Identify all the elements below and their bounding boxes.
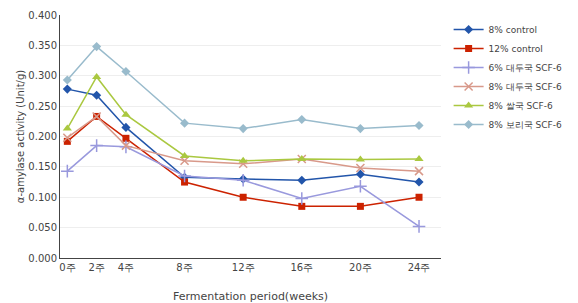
svg-text:2주: 2주 — [88, 262, 104, 273]
svg-text:0.350: 0.350 — [28, 40, 57, 51]
svg-text:0.300: 0.300 — [28, 70, 57, 81]
svg-text:8% 쌀국 SCF-6: 8% 쌀국 SCF-6 — [489, 101, 553, 111]
svg-text:0.200: 0.200 — [28, 131, 57, 142]
svg-text:24주: 24주 — [408, 262, 431, 273]
svg-text:0.150: 0.150 — [28, 161, 57, 172]
svg-text:0.250: 0.250 — [28, 101, 57, 112]
svg-text:8% 대두국 SCF-6: 8% 대두국 SCF-6 — [489, 82, 562, 92]
svg-text:16주: 16주 — [290, 262, 313, 273]
svg-text:α-amylase activity (Unit/g): α-amylase activity (Unit/g) — [15, 70, 26, 203]
svg-text:12주: 12주 — [232, 262, 255, 273]
svg-text:0.050: 0.050 — [28, 222, 57, 233]
svg-text:4주: 4주 — [118, 262, 134, 273]
svg-text:20주: 20주 — [349, 262, 372, 273]
svg-text:6% 대두국 SCF-6: 6% 대두국 SCF-6 — [489, 63, 562, 73]
svg-text:0.000: 0.000 — [28, 253, 57, 264]
svg-text:8주: 8주 — [176, 262, 192, 273]
svg-text:8% 보리국 SCF-6: 8% 보리국 SCF-6 — [489, 120, 562, 130]
svg-text:0.400: 0.400 — [28, 10, 57, 21]
svg-text:12% control: 12% control — [489, 44, 543, 54]
svg-text:0.100: 0.100 — [28, 192, 57, 203]
svg-text:Fermentation period(weeks): Fermentation period(weeks) — [173, 290, 328, 303]
svg-text:8% control: 8% control — [489, 25, 537, 35]
svg-text:0주: 0주 — [59, 262, 75, 273]
